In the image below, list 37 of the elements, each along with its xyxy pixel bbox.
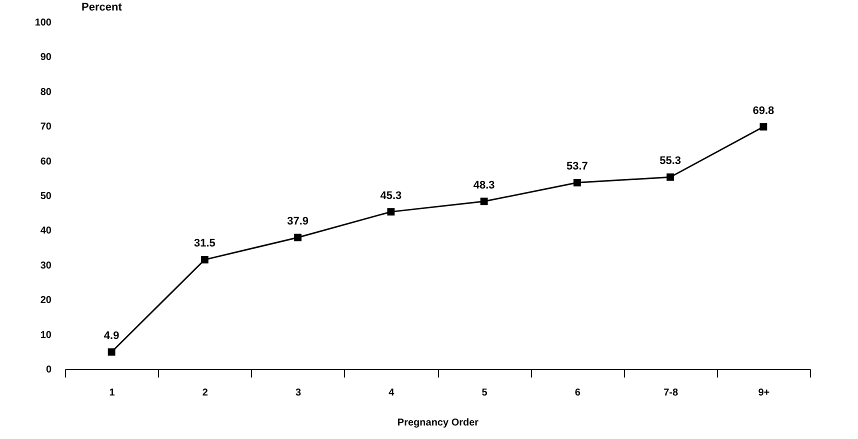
point: [760, 123, 768, 130]
y-tick-label: 0: [46, 364, 52, 376]
x-tick-label: 2: [202, 388, 208, 398]
point: [480, 198, 488, 206]
data-label: 69.8: [752, 104, 774, 117]
point: [387, 208, 395, 216]
data-label: 4.9: [104, 330, 120, 342]
point: [108, 348, 116, 356]
point: [573, 178, 581, 186]
data-label: 48.3: [473, 179, 495, 192]
x-tick-label: 1: [109, 388, 116, 398]
point: [200, 256, 208, 264]
x-axis-title: Pregnancy Order: [397, 418, 479, 428]
data-label: 55.3: [660, 155, 682, 168]
y-tick-label: 50: [40, 191, 52, 202]
x-tick-label: 6: [574, 388, 581, 398]
y-tick-label: 90: [40, 52, 52, 64]
point: [294, 234, 302, 242]
x-tick-label: 7-8: [664, 388, 678, 398]
data-label: 31.5: [194, 238, 216, 250]
x-tick-label: 3: [296, 388, 302, 398]
y-tick-label: 40: [40, 226, 52, 237]
x-tick-label: 4: [388, 388, 395, 398]
y-tick-label: 100: [34, 18, 52, 28]
y-tick-label: 20: [40, 295, 52, 306]
y-axis-title: Percent: [82, 2, 122, 14]
data-label: 45.3: [380, 190, 402, 202]
y-tick-label: 70: [40, 122, 52, 133]
y-tick-label: 60: [40, 156, 52, 168]
x-tick-label: 5: [482, 388, 488, 398]
data-label: 53.7: [566, 160, 588, 173]
y-tick-label: 80: [40, 86, 52, 98]
point: [666, 173, 674, 181]
y-tick-label: 10: [40, 330, 52, 341]
y-tick-label: 30: [40, 260, 52, 272]
data-label: 37.9: [287, 215, 309, 228]
x-tick-label: 9+: [758, 388, 770, 398]
